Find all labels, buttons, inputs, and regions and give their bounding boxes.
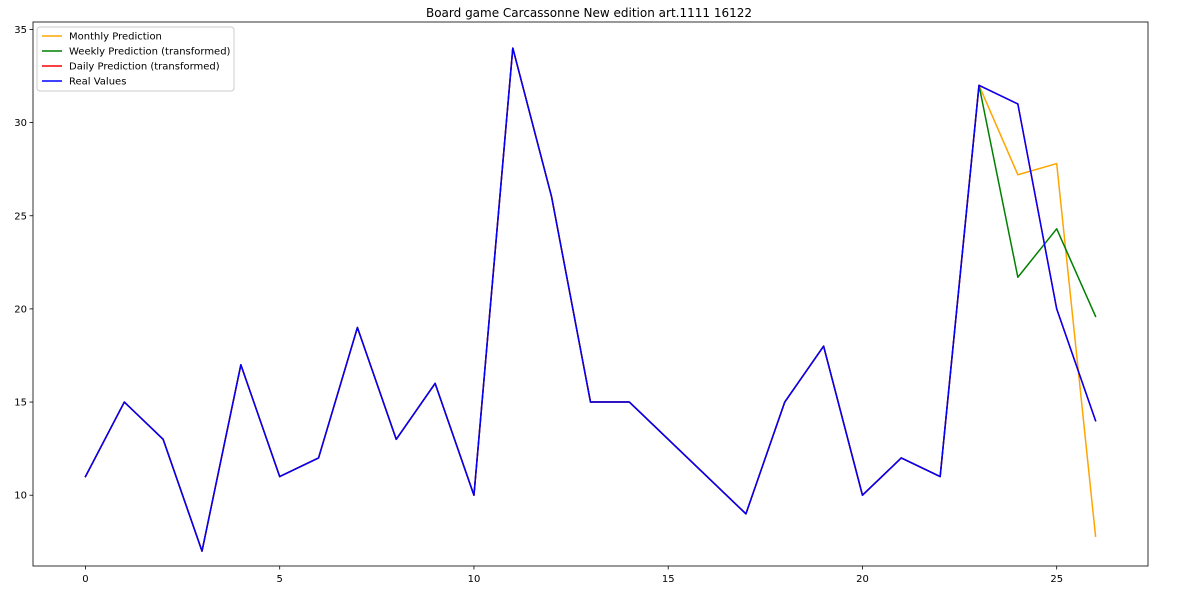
chart-title: Board game Carcassonne New edition art.1…	[426, 6, 752, 20]
x-tick-label: 5	[277, 574, 283, 585]
plot-area	[32, 21, 1149, 567]
y-tick-label: 35	[14, 25, 27, 36]
x-tick-label: 0	[82, 574, 88, 585]
series-line-real-values	[84, 47, 1097, 552]
legend-label: Real Values	[69, 77, 126, 88]
y-tick-label: 15	[14, 398, 27, 409]
x-tick-label: 10	[468, 574, 481, 585]
y-tick-label: 20	[14, 304, 27, 315]
legend: Monthly Prediction Weekly Prediction (tra…	[36, 26, 235, 92]
y-tick-label: 30	[14, 118, 27, 129]
y-tick-label: 25	[14, 211, 27, 222]
y-axis: 10 15 20 25 30 35	[14, 25, 33, 502]
legend-box	[36, 26, 235, 92]
y-tick-label: 10	[14, 491, 27, 502]
x-tick-label: 15	[662, 574, 675, 585]
x-axis: 0 5 10 15 20 25	[82, 566, 1063, 585]
x-tick-label: 25	[1050, 574, 1063, 585]
series-lines	[84, 47, 1097, 552]
x-tick-label: 20	[856, 574, 869, 585]
legend-label: Daily Prediction (transformed)	[69, 62, 220, 73]
legend-label: Monthly Prediction	[69, 32, 162, 43]
legend-label: Weekly Prediction (transformed)	[69, 47, 231, 58]
